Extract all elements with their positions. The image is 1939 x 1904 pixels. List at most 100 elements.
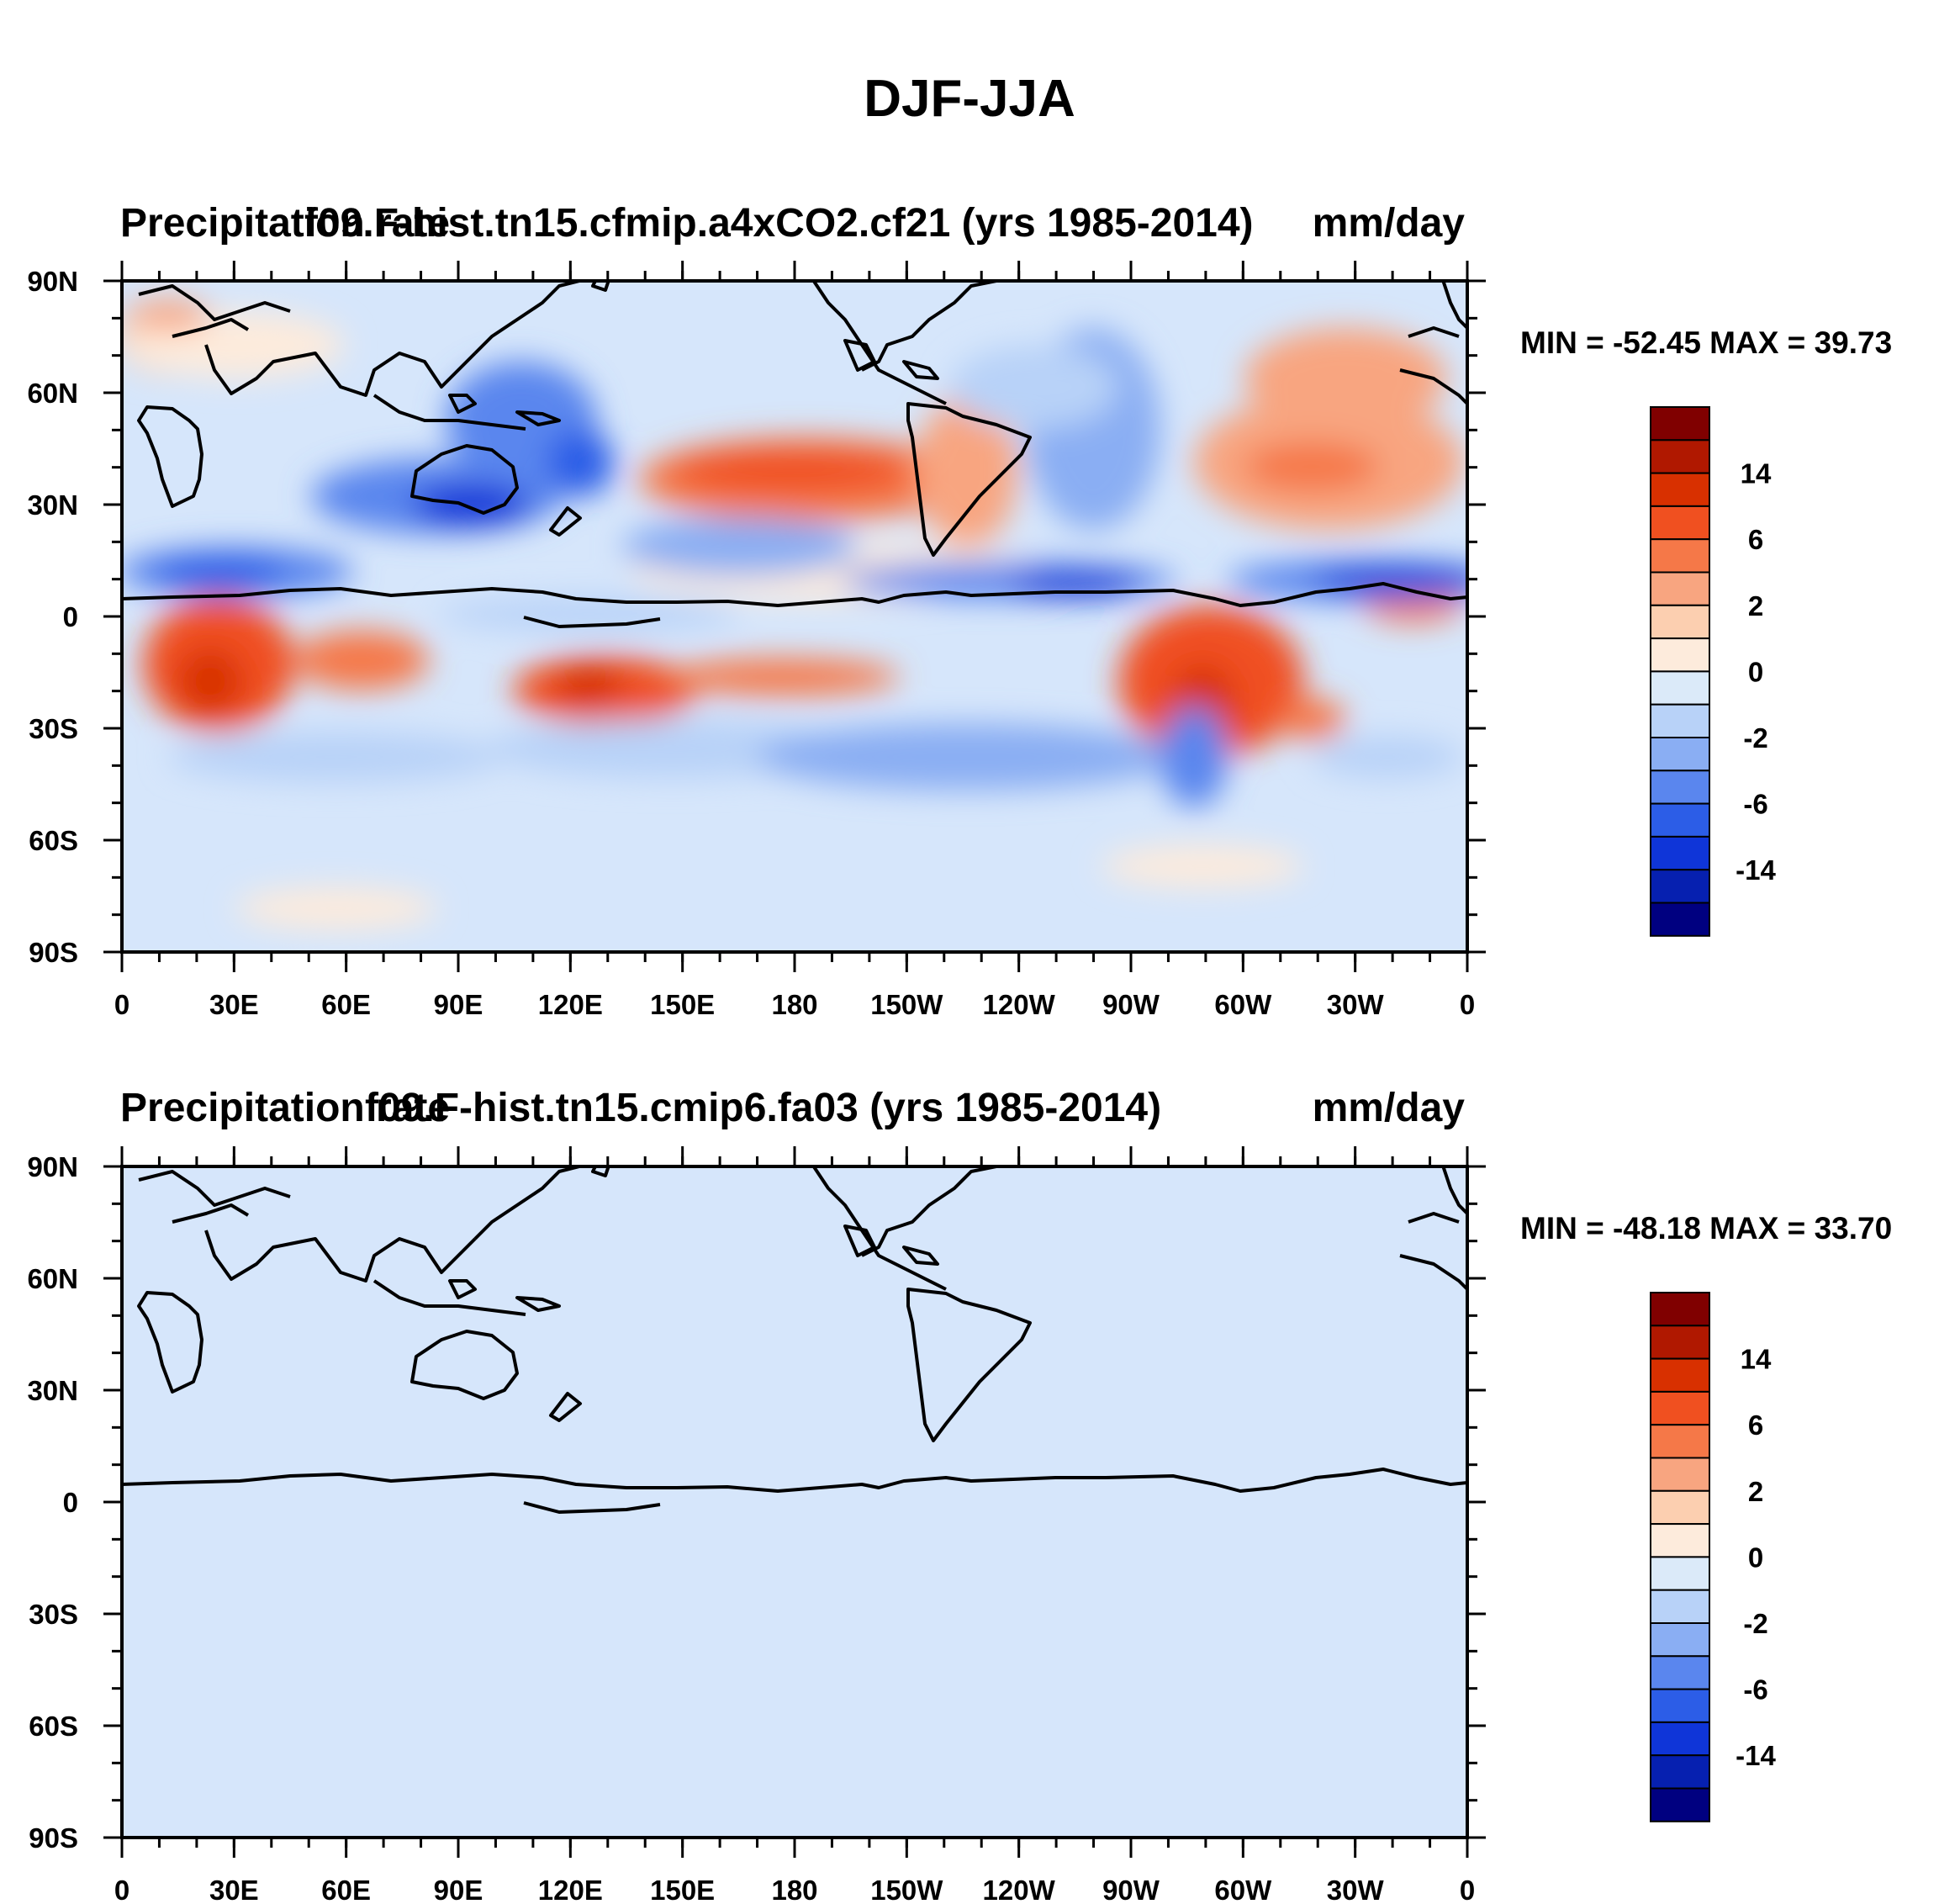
colorbar-swatch [1650, 1325, 1710, 1360]
panel-top-min-max: MIN = -52.45 MAX = 39.73 [1520, 325, 1893, 360]
colorbar-swatch [1650, 637, 1710, 673]
colorbar-swatch [1650, 1390, 1710, 1426]
colorbar-swatch [1650, 538, 1710, 574]
colorbar-swatch [1650, 1721, 1710, 1757]
panel-top-colorbar: 14 6 2 0 -2 -6 -14 [1650, 406, 1776, 937]
colorbar-label: -2 [1743, 722, 1767, 754]
x-tick-label-bottom: 0 [114, 1875, 129, 1904]
colorbar-label: -6 [1743, 789, 1767, 820]
colorbar-swatch [1650, 1489, 1710, 1526]
y-tick-label-top: 90S [29, 937, 78, 968]
colorbar-swatch [1650, 406, 1710, 442]
panel-top-case-title: f09.F-hist.tn15.cfmip.a4xCO2.cf21 (yrs 1… [304, 201, 1254, 246]
y-tick-label-bottom: 60N [27, 1263, 78, 1294]
x-tick-label-bottom: 30E [209, 1875, 259, 1904]
colorbar-label: 6 [1748, 1409, 1763, 1441]
y-tick-label-top: 30N [27, 489, 78, 521]
colorbar-swatch [1650, 439, 1710, 474]
x-tick-label-top: 30E [209, 989, 259, 1020]
colorbar-swatch [1650, 472, 1710, 507]
x-tick-label-top: 90W [1102, 989, 1160, 1020]
x-tick-label-bottom: 120E [538, 1875, 603, 1904]
colorbar-swatch [1650, 1523, 1710, 1558]
colorbar-swatch [1650, 670, 1710, 706]
figure-title: DJF-JJA [864, 70, 1075, 128]
x-tick-label-bottom: 60W [1214, 1875, 1272, 1904]
x-tick-label-bottom: 180 [771, 1875, 817, 1904]
x-tick-label-top: 0 [114, 989, 129, 1020]
x-tick-label-top: 180 [771, 989, 817, 1020]
colorbar-label: 2 [1748, 1476, 1763, 1507]
x-tick-label-top: 150W [870, 989, 943, 1020]
panel-bottom-min-max: MIN = -48.18 MAX = 33.70 [1520, 1211, 1893, 1246]
panel-top-left-title: Precipitation rate [120, 201, 451, 246]
colorbar-label: -14 [1736, 854, 1776, 886]
colorbar-swatch [1650, 1589, 1710, 1624]
y-tick-label-bottom: 60S [29, 1711, 78, 1742]
y-tick-label-bottom: 30N [27, 1375, 78, 1406]
colorbar-swatch [1650, 703, 1710, 739]
colorbar-label: 14 [1741, 458, 1772, 489]
x-tick-label-bottom: 90E [434, 1875, 483, 1904]
x-tick-label-top: 120W [983, 989, 1056, 1020]
panel-bottom-colorbar: 14 6 2 0 -2 -6 -14 [1650, 1292, 1776, 1822]
colorbar-swatch [1650, 802, 1710, 838]
y-tick-label-top: 60S [29, 825, 78, 856]
colorbar-label: 0 [1748, 656, 1763, 687]
y-tick-label-top: 60N [27, 378, 78, 409]
colorbar-swatch [1650, 1457, 1710, 1492]
colorbar-label: -14 [1736, 1740, 1776, 1771]
y-tick-label-top: 0 [63, 601, 78, 632]
panel-bottom-map [103, 1146, 1486, 1858]
panel-bottom-units: mm/day [1312, 1086, 1465, 1130]
colorbar-swatch [1650, 1424, 1710, 1459]
x-tick-label-top: 150E [650, 989, 715, 1020]
colorbar-swatch [1650, 1292, 1710, 1327]
panel-bottom-left-title: Precipitation rate [120, 1086, 451, 1130]
colorbar-swatch [1650, 505, 1710, 541]
y-tick-label-bottom: 90S [29, 1822, 78, 1854]
colorbar-swatch [1650, 770, 1710, 805]
x-tick-label-bottom: 60E [321, 1875, 371, 1904]
x-tick-label-top: 60E [321, 989, 371, 1020]
colorbar-swatch [1650, 869, 1710, 904]
colorbar-label: -6 [1743, 1674, 1767, 1706]
colorbar-label: 2 [1748, 590, 1763, 621]
x-tick-label-bottom: 30W [1327, 1875, 1385, 1904]
colorbar-swatch [1650, 835, 1710, 871]
colorbar-swatch [1650, 737, 1710, 772]
x-tick-label-top: 30W [1327, 989, 1385, 1020]
colorbar-swatch [1650, 1655, 1710, 1690]
colorbar-label: -2 [1743, 1608, 1767, 1639]
y-tick-label-bottom: 30S [29, 1599, 78, 1630]
x-tick-label-bottom: 0 [1460, 1875, 1475, 1904]
colorbar-swatch [1650, 1787, 1710, 1822]
x-tick-label-top: 90E [434, 989, 483, 1020]
colorbar-label: 6 [1748, 524, 1763, 555]
y-tick-label-bottom: 90N [27, 1151, 78, 1182]
x-tick-label-bottom: 150W [870, 1875, 943, 1904]
colorbar-swatch [1650, 1556, 1710, 1591]
x-tick-label-top: 0 [1460, 989, 1475, 1020]
x-tick-label-top: 120E [538, 989, 603, 1020]
colorbar-swatch [1650, 1357, 1710, 1393]
colorbar-label: 14 [1741, 1344, 1772, 1375]
y-tick-label-top: 90N [27, 266, 78, 297]
panel-top-units: mm/day [1312, 201, 1465, 246]
colorbar-swatch [1650, 1622, 1710, 1658]
x-tick-label-top: 60W [1214, 989, 1272, 1020]
x-tick-label-bottom: 120W [983, 1875, 1056, 1904]
x-tick-label-bottom: 150E [650, 1875, 715, 1904]
panel-top-map [103, 261, 1486, 972]
colorbar-swatch [1650, 604, 1710, 640]
x-tick-label-bottom: 90W [1102, 1875, 1160, 1904]
y-tick-label-bottom: 0 [63, 1487, 78, 1518]
colorbar-swatch [1650, 1688, 1710, 1723]
colorbar-swatch [1650, 571, 1710, 606]
panel-bottom-case-title: f09.F-hist.tn15.cmip6.fa03 (yrs 1985-201… [365, 1086, 1162, 1130]
y-tick-label-top: 30S [29, 713, 78, 744]
colorbar-label: 0 [1748, 1542, 1763, 1573]
colorbar-swatch [1650, 1754, 1710, 1790]
colorbar-swatch [1650, 902, 1710, 937]
